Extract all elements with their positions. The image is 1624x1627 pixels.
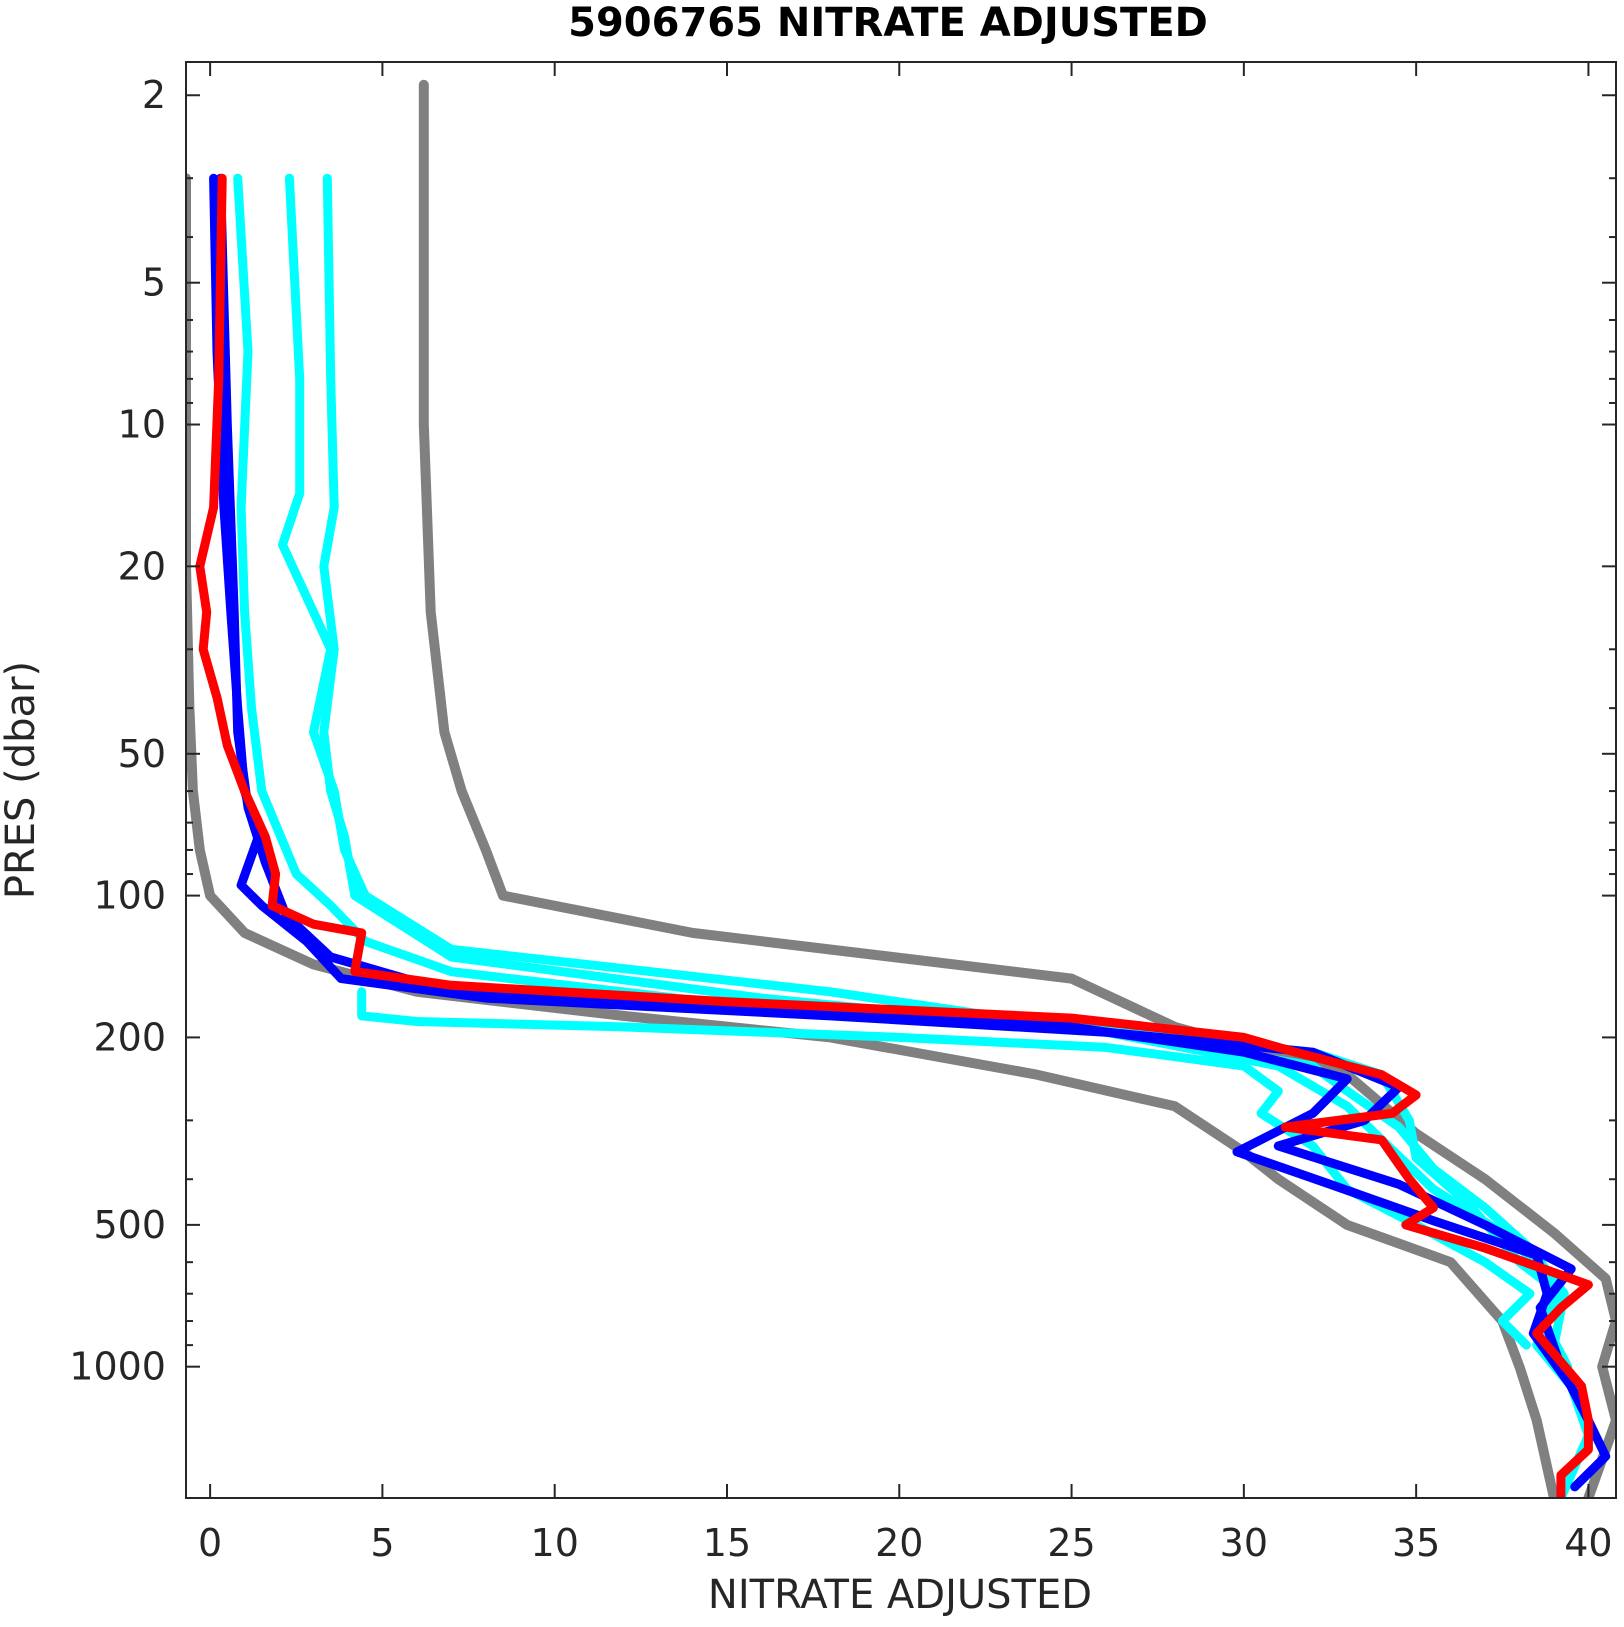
y-tick-label: 20 xyxy=(118,544,166,588)
series-line-gray-envelope-right xyxy=(418,79,1616,1498)
x-tick-label: 0 xyxy=(198,1521,222,1565)
x-tick-label: 5 xyxy=(370,1521,394,1565)
plot-frame xyxy=(185,61,1617,1499)
y-tick-label: 2 xyxy=(142,73,166,117)
x-axis-ticks: 0 5 10 15 20 25 30 35 40 xyxy=(198,62,1613,1565)
x-tick-label: 25 xyxy=(1047,1521,1095,1565)
x-tick-label: 40 xyxy=(1564,1521,1612,1565)
series-line-cyan-profile-3 xyxy=(319,173,1573,1372)
series-line-cyan-profile-2 xyxy=(278,173,1569,1350)
y-tick-label: 1000 xyxy=(69,1345,166,1389)
x-axis-label: NITRATE ADJUSTED xyxy=(708,1572,1092,1618)
x-tick-label: 35 xyxy=(1392,1521,1440,1565)
x-tick-label: 15 xyxy=(703,1521,751,1565)
y-axis-ticks: 2 5 10 20 50 100 200 500 1000 xyxy=(69,73,1616,1389)
series-line-cyan-profile-1 xyxy=(233,173,1593,1498)
y-axis-label: PRES (dbar) xyxy=(0,661,44,899)
chart-title: 5906765 NITRATE ADJUSTED xyxy=(568,0,1208,46)
y-tick-label: 200 xyxy=(93,1015,166,1059)
series-line-red-profile-latest xyxy=(195,173,1593,1498)
x-tick-label: 10 xyxy=(531,1521,579,1565)
y-tick-label: 50 xyxy=(118,732,166,776)
series-line-blue-profile-2 xyxy=(216,173,1576,1391)
y-tick-label: 100 xyxy=(93,874,166,918)
y-tick-label: 500 xyxy=(93,1203,166,1247)
x-tick-label: 30 xyxy=(1220,1521,1268,1565)
y-tick-label: 10 xyxy=(118,403,166,447)
series-line-gray-envelope-left xyxy=(186,173,1559,1498)
series-line-cyan-profile-4 xyxy=(357,987,1535,1350)
y-tick-label: 5 xyxy=(142,261,166,305)
plot-layer xyxy=(186,79,1616,1498)
x-tick-label: 20 xyxy=(875,1521,923,1565)
